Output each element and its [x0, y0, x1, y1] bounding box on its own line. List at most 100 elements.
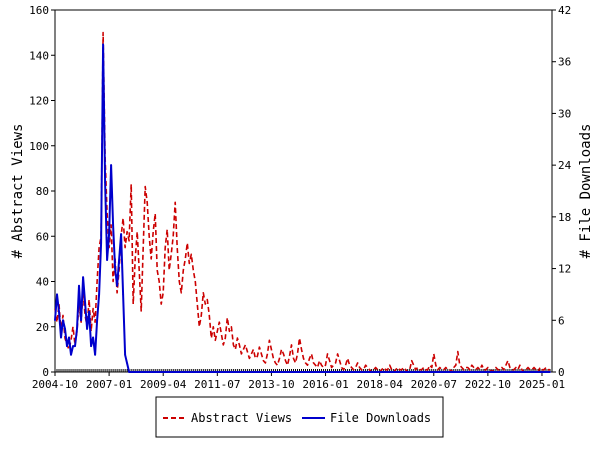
y-left-tick-label: 120 [29, 95, 49, 108]
data-point-file-downloads [468, 371, 471, 373]
y-left-tick-label: 80 [36, 185, 49, 198]
tick-labels: 2004-10 2007-01 2009-04 2011-07 2013-10 2016-… [29, 4, 571, 391]
y-left-tick-label: 100 [29, 140, 49, 153]
data-point-file-downloads [372, 371, 375, 373]
y-right-tick-label: 24 [558, 159, 572, 172]
data-point-file-downloads [80, 319, 82, 322]
data-point-file-downloads [549, 371, 551, 373]
x-tick-label: 2011-07 [194, 378, 240, 391]
data-point-file-downloads [300, 371, 303, 373]
data-point-file-downloads [118, 259, 121, 261]
data-point-file-downloads [74, 345, 76, 348]
data-point-file-downloads [148, 371, 151, 373]
y-axis-right-title: # File Downloads [578, 124, 594, 259]
data-point-file-downloads [64, 328, 66, 330]
x-tick-label: 2022-10 [465, 378, 511, 391]
data-point-file-downloads [106, 259, 109, 261]
data-point-file-downloads [130, 371, 133, 373]
data-point-file-downloads [90, 345, 92, 348]
data-point-file-downloads [541, 371, 543, 373]
data-point-file-downloads [110, 164, 113, 167]
y-right-tick-label: 6 [558, 314, 565, 327]
data-point-file-downloads [396, 371, 399, 373]
series-layer [54, 31, 551, 373]
data-point-file-downloads [276, 371, 279, 373]
y-right-tick-label: 30 [558, 107, 571, 120]
y-left-tick-label: 0 [42, 366, 49, 379]
data-point-file-downloads [126, 362, 129, 365]
y-right-tick-label: 0 [558, 366, 565, 379]
data-point-file-downloads [152, 371, 155, 373]
x-tick-label: 2025-01 [519, 378, 565, 391]
legend-box [155, 396, 444, 438]
data-point-file-downloads [138, 371, 141, 373]
data-point-file-downloads [180, 371, 183, 373]
data-point-file-downloads [112, 224, 115, 227]
data-point-file-downloads [122, 293, 125, 296]
y-left-tick-label: 160 [29, 4, 49, 17]
data-point-file-downloads [70, 353, 72, 356]
data-point-file-downloads [114, 267, 117, 270]
y-right-tick-label: 12 [558, 263, 571, 276]
data-point-file-downloads [66, 345, 68, 348]
data-point-file-downloads [82, 276, 84, 279]
data-point-file-downloads [204, 371, 207, 373]
data-point-file-downloads [120, 233, 123, 235]
y-left-tick-label: 20 [36, 321, 49, 334]
data-point-file-downloads [86, 328, 88, 330]
data-point-file-downloads [62, 319, 64, 322]
legend-label-file-downloads: File Downloads [330, 411, 431, 425]
data-point-file-downloads [116, 284, 119, 287]
data-point-file-downloads [146, 371, 149, 373]
data-point-file-downloads [142, 371, 145, 373]
data-point-file-downloads [72, 345, 74, 348]
x-tick-label: 2007-01 [86, 378, 132, 391]
data-point-file-downloads [76, 328, 78, 330]
data-point-file-downloads [108, 233, 111, 235]
data-point-file-downloads [124, 353, 127, 356]
y-axis-left-title: # Abstract Views [10, 124, 26, 259]
x-tick-label: 2004-10 [32, 378, 78, 391]
data-point-file-downloads [68, 336, 70, 339]
data-point-file-downloads [252, 371, 255, 373]
data-point-file-downloads [132, 371, 135, 373]
data-point-file-downloads [56, 293, 58, 296]
data-point-file-downloads [84, 302, 86, 304]
y-right-tick-label: 36 [558, 56, 571, 69]
data-point-file-downloads [144, 371, 147, 373]
data-point-file-downloads [517, 371, 519, 373]
data-point-file-downloads [92, 336, 94, 339]
data-point-file-downloads [348, 371, 351, 373]
data-point-file-downloads [444, 371, 447, 373]
data-point-file-downloads [324, 371, 327, 373]
data-point-file-downloads [100, 241, 102, 244]
legend-label-abstract-views: Abstract Views [191, 411, 292, 425]
y-left-tick-label: 60 [36, 230, 49, 243]
y-right-tick-label: 18 [558, 211, 571, 224]
data-point-file-downloads [104, 181, 107, 184]
data-point-file-downloads [102, 43, 104, 46]
data-point-file-downloads [88, 310, 90, 313]
data-point-file-downloads [128, 371, 131, 373]
data-point-file-downloads [54, 319, 56, 322]
data-point-file-downloads [58, 310, 60, 313]
data-point-file-downloads [134, 371, 137, 373]
data-point-file-downloads [154, 371, 157, 373]
data-point-file-downloads [166, 371, 169, 373]
data-point-file-downloads [60, 336, 62, 339]
y-right-tick-label: 42 [558, 4, 571, 17]
data-point-file-downloads [98, 293, 100, 296]
data-point-file-downloads [228, 371, 231, 373]
data-point-file-downloads [96, 319, 98, 322]
data-point-file-downloads [140, 371, 143, 373]
legend: Abstract Views File Downloads [155, 396, 444, 438]
data-point-file-downloads [78, 284, 80, 287]
x-tick-label: 2020-07 [411, 378, 457, 391]
x-tick-label: 2018-04 [356, 378, 403, 391]
data-point-file-downloads [94, 353, 96, 356]
x-tick-label: 2009-04 [140, 378, 187, 391]
data-point-file-downloads [492, 371, 495, 373]
data-point-file-downloads [420, 371, 423, 373]
